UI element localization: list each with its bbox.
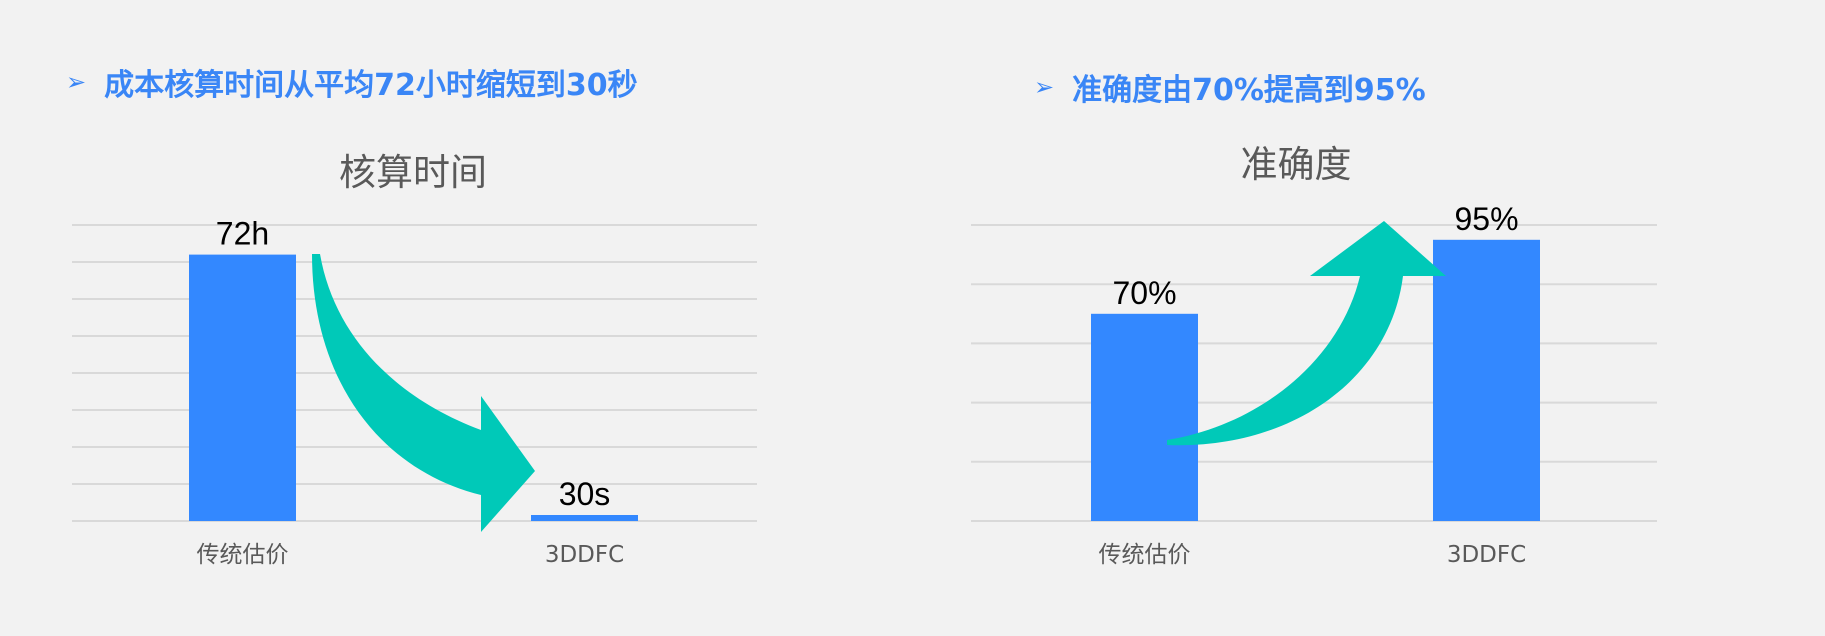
- bar: [1091, 313, 1198, 521]
- data-label: 30s: [559, 476, 611, 512]
- headline-accuracy: ➢ 准确度由70%提高到95%: [1034, 65, 1426, 109]
- arrowhead-bullet-icon: ➢: [1034, 73, 1055, 101]
- down-curved-arrow-icon: [312, 254, 535, 532]
- arrowhead-bullet-icon: ➢: [66, 68, 87, 96]
- category-label: 传统估价: [197, 542, 289, 568]
- headline-text: 准确度由70%提高到95%: [1072, 73, 1426, 108]
- bar: [531, 515, 638, 521]
- category-label: 3DDFC: [1447, 542, 1526, 568]
- category-label: 3DDFC: [545, 542, 624, 568]
- up-curved-arrow-icon: [1167, 221, 1446, 446]
- headline-text: 成本核算时间从平均72小时缩短到30秒: [104, 68, 638, 103]
- data-label: 72h: [216, 216, 269, 252]
- data-label: 70%: [1112, 275, 1176, 311]
- headline-cost-time: ➢ 成本核算时间从平均72小时缩短到30秒: [66, 60, 638, 104]
- chart-title-time: 核算时间: [339, 151, 487, 194]
- data-label: 95%: [1454, 201, 1518, 237]
- bar: [189, 254, 296, 521]
- chart-title-accuracy: 准确度: [1241, 143, 1352, 186]
- category-label: 传统估价: [1099, 542, 1191, 568]
- bar: [1433, 239, 1540, 522]
